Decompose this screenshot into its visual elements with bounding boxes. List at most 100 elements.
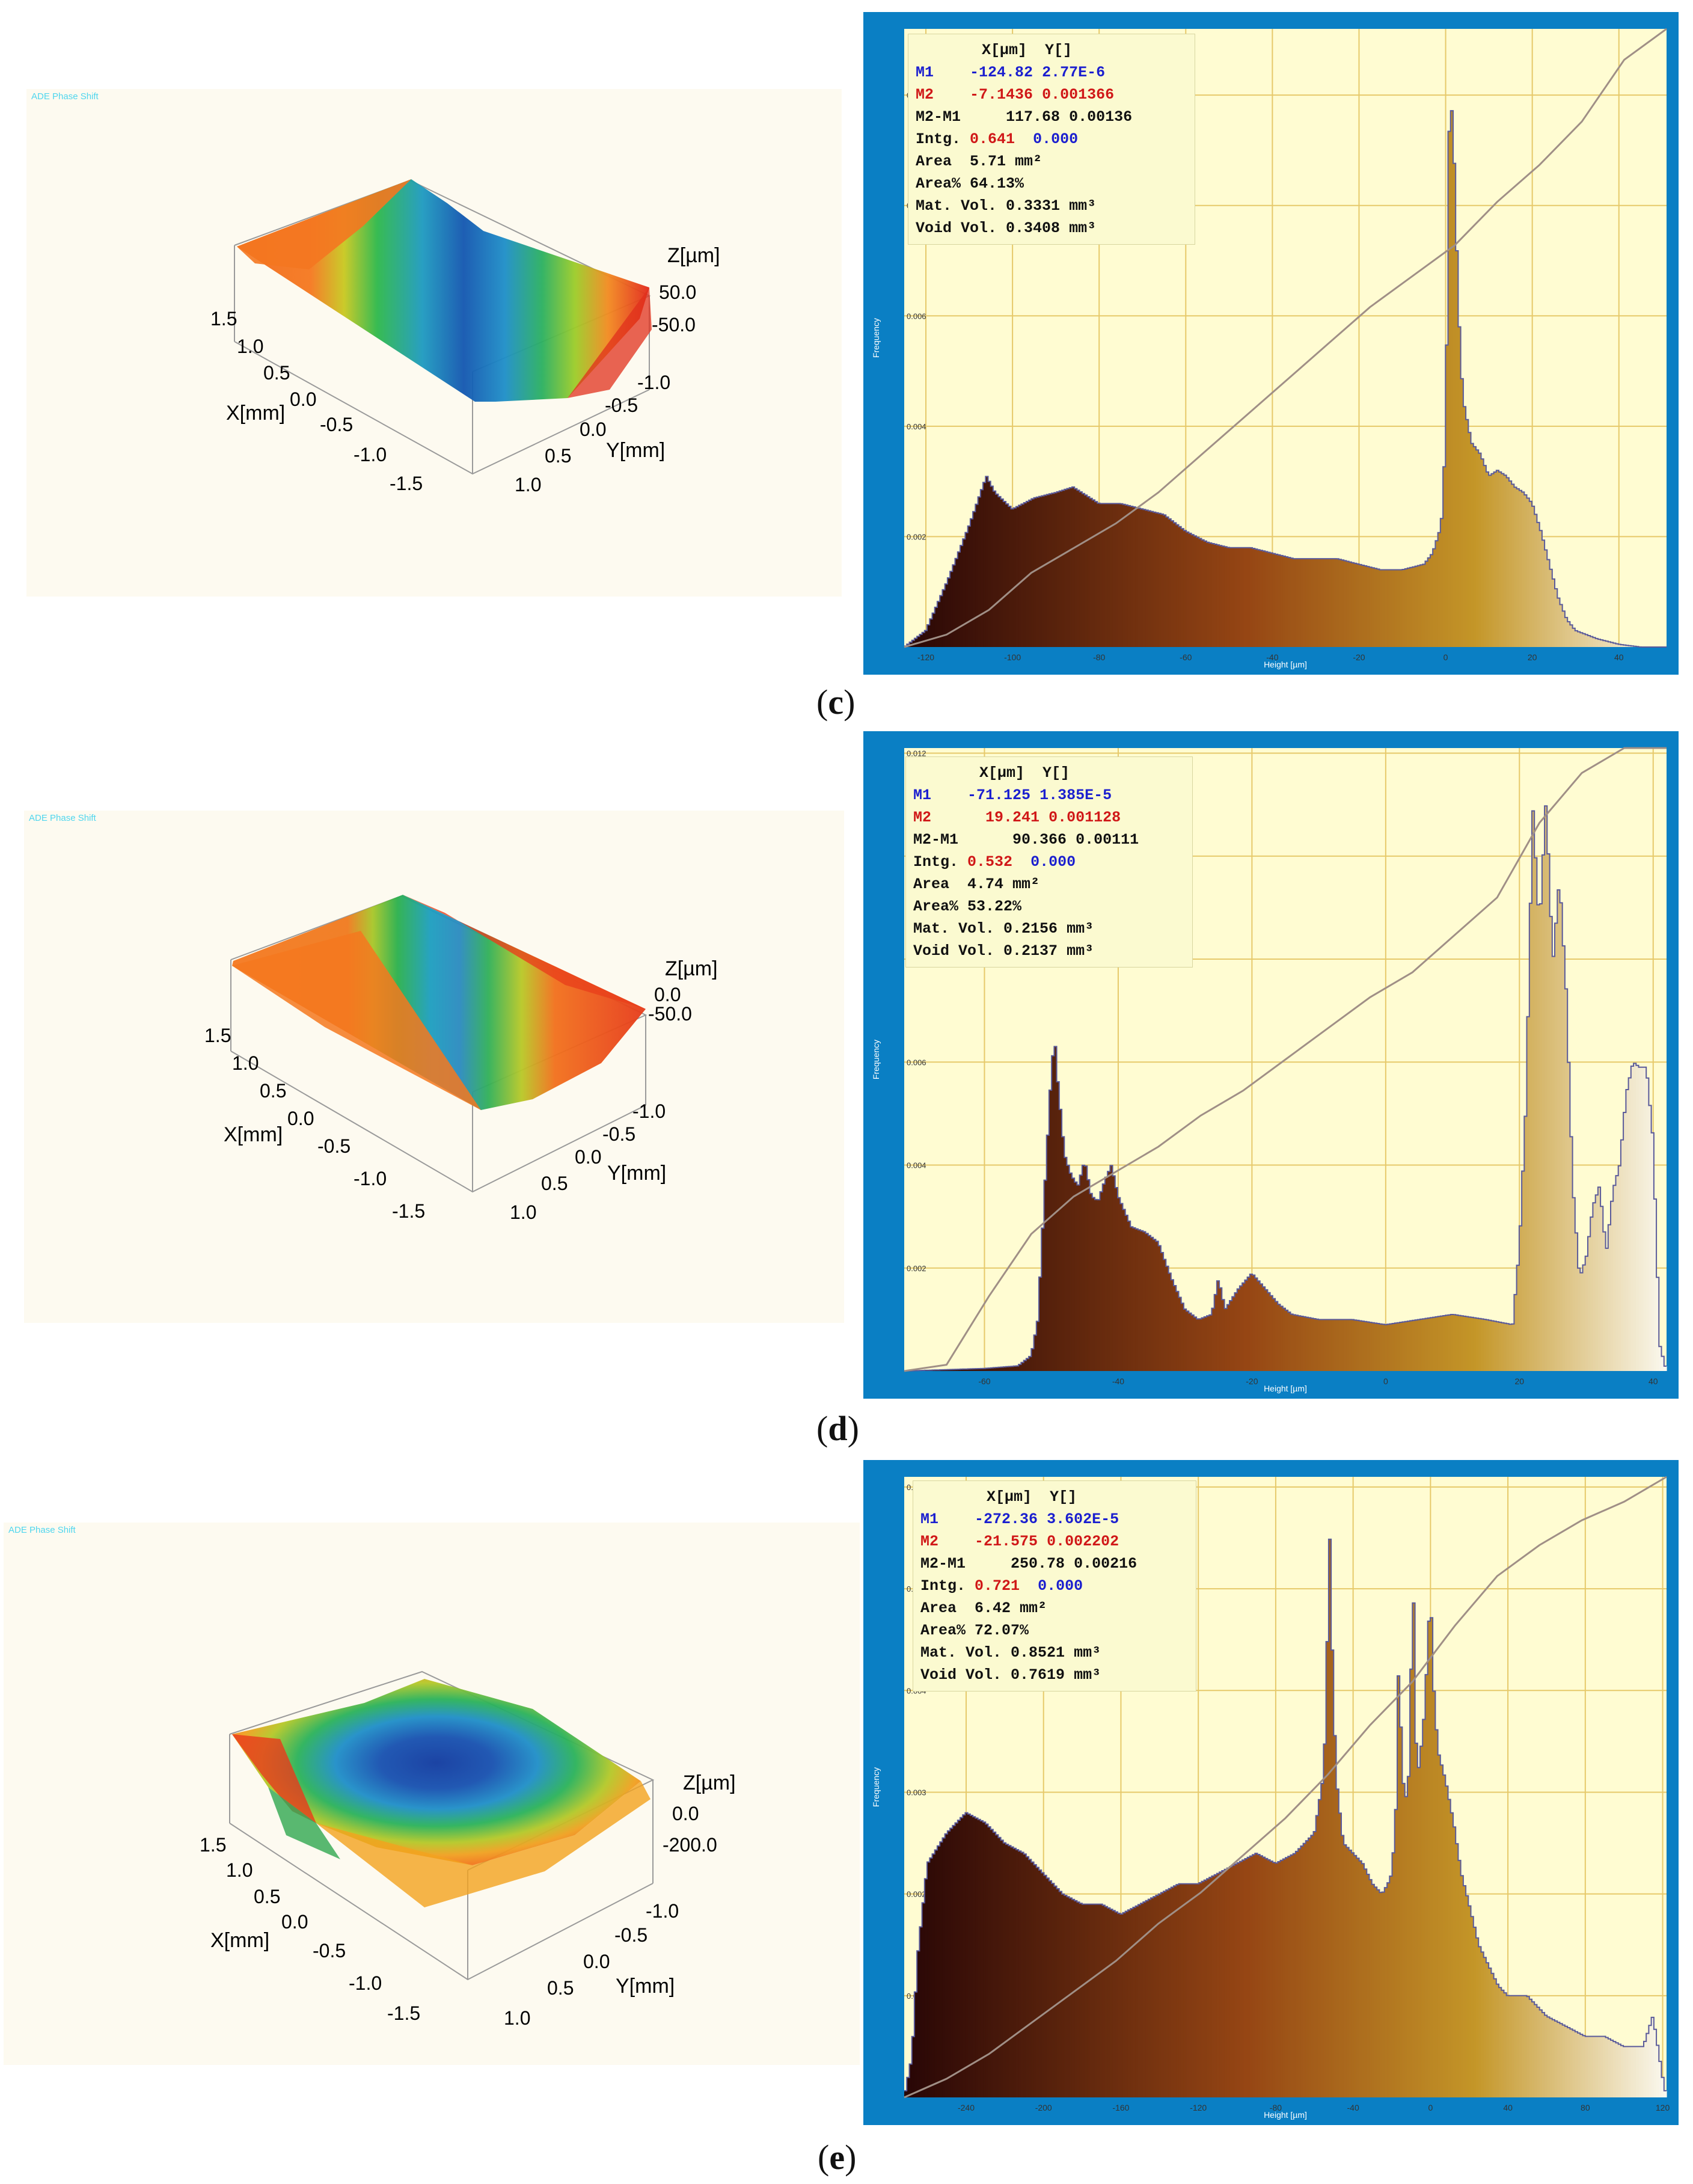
histogram-bar xyxy=(1125,1215,1128,1371)
histogram-bar xyxy=(907,2077,910,2097)
histogram-bar xyxy=(1071,486,1075,647)
histogram-bar xyxy=(1460,1316,1464,1371)
histogram-bar xyxy=(1085,495,1088,647)
z-tick-label: 50.0 xyxy=(659,281,697,303)
histogram-bar xyxy=(998,1367,1002,1371)
histogram-bar xyxy=(1232,1296,1235,1371)
histogram-bar xyxy=(1519,1225,1522,1371)
histogram-bar xyxy=(1178,1883,1182,2097)
histogram-bar xyxy=(1499,471,1502,647)
histogram-bar xyxy=(947,1830,951,2097)
histogram-bar xyxy=(963,539,966,647)
histogram-bar xyxy=(1349,562,1352,647)
histogram-bar xyxy=(1489,1968,1492,2097)
void-vol-label: Void Vol. xyxy=(920,1666,1002,1684)
histogram-bar xyxy=(1481,1952,1484,2097)
y-tick-label: 0.004 xyxy=(907,422,926,431)
histogram-bar xyxy=(1097,1200,1101,1371)
histogram-bar xyxy=(1582,633,1586,647)
x-tick-label: -160 xyxy=(1112,2103,1129,2112)
histogram-bar xyxy=(1549,2018,1553,2097)
histogram-bar xyxy=(960,1369,963,1371)
histogram-bar xyxy=(1463,1885,1466,2097)
histogram-bar xyxy=(1229,1301,1232,1371)
histogram-bar xyxy=(1077,490,1080,647)
histogram-bar xyxy=(1420,565,1423,647)
histogram-bar xyxy=(1519,490,1522,647)
histogram-bar xyxy=(1483,465,1487,647)
histogram-bar xyxy=(1460,1876,1464,2097)
intg-b: 0.000 xyxy=(1030,853,1076,871)
histogram-bar xyxy=(1211,1308,1215,1371)
histogram-bar xyxy=(942,1838,946,2097)
y-axis-label: Frequency xyxy=(871,1040,881,1079)
histogram-bar xyxy=(1282,1308,1286,1371)
histogram-bar xyxy=(1445,1786,1449,2097)
histogram-bar xyxy=(917,636,920,647)
m2-m1-label: M2-M1 xyxy=(916,108,961,126)
histogram-bar xyxy=(1135,1228,1139,1371)
histogram-bar xyxy=(988,1368,991,1371)
x-tick-label: 80 xyxy=(1581,2103,1590,2112)
x-tick-label: 1.5 xyxy=(210,308,237,330)
histogram-bar xyxy=(1364,566,1367,647)
intg-b: 0.000 xyxy=(1038,1577,1083,1595)
histogram-bar xyxy=(1000,1840,1004,2097)
histogram-bar xyxy=(1118,1913,1121,2097)
histogram-bar xyxy=(967,526,971,647)
histogram-bar xyxy=(937,601,940,647)
panel-c: ADE Phase Shift xyxy=(0,0,1693,722)
x-tick-label: -60 xyxy=(978,1376,990,1386)
histogram-bar xyxy=(929,619,933,647)
histogram-bar xyxy=(983,1822,986,2097)
histogram-bar xyxy=(1389,569,1393,647)
histogram-bar xyxy=(1374,568,1377,647)
histogram-bar xyxy=(1160,1892,1164,2097)
histogram-bar xyxy=(1560,2023,1563,2097)
z-tick-label: 0.0 xyxy=(654,984,681,1005)
histogram-bar xyxy=(1140,1230,1143,1371)
histogram-bar xyxy=(1618,1165,1621,1371)
x-tick-label: -0.5 xyxy=(317,1135,351,1157)
histogram-bar xyxy=(990,486,994,647)
histogram-bar xyxy=(963,1369,966,1371)
histogram-bar xyxy=(1369,1322,1373,1371)
histogram-bar xyxy=(1585,2036,1588,2097)
histogram-bar xyxy=(932,613,935,647)
histogram-bar xyxy=(1445,1315,1449,1371)
intg-label: Intg. xyxy=(916,130,961,148)
histogram-bar xyxy=(1054,1046,1058,1371)
histogram-bar xyxy=(1239,547,1243,647)
m1-y: 3.602E-5 xyxy=(1047,1511,1119,1528)
histogram-bar xyxy=(1344,1844,1347,2097)
histogram-bar xyxy=(1630,2046,1634,2097)
histogram-bar xyxy=(1214,544,1217,647)
histogram-bar xyxy=(1331,1649,1334,2097)
x-tick-label: 120 xyxy=(1656,2103,1670,2112)
mat-vol-value: 0.2156 mm³ xyxy=(1003,920,1094,937)
histogram-bar xyxy=(1282,1859,1286,2097)
histogram-bar xyxy=(1023,1360,1027,1371)
histogram-bar xyxy=(1377,569,1380,647)
histogram-bar xyxy=(1115,1188,1118,1371)
y-tick-label: 0.5 xyxy=(541,1173,568,1194)
histogram-bar xyxy=(1242,1283,1245,1371)
histogram-bar xyxy=(1661,2077,1665,2097)
histogram-bar xyxy=(1430,1618,1433,2097)
histogram-bar xyxy=(1534,514,1538,647)
area-pct-value: 64.13% xyxy=(970,175,1024,192)
histogram-bar xyxy=(1158,1894,1162,2097)
histogram-bar xyxy=(1351,1853,1355,2097)
histogram-bar xyxy=(1104,1177,1108,1371)
histogram-bar xyxy=(1456,250,1459,647)
histogram-bar xyxy=(1417,1319,1421,1371)
histogram-bar xyxy=(1298,559,1301,647)
histogram-bar xyxy=(1247,547,1251,647)
x-tick-label: 0 xyxy=(1443,652,1448,662)
histogram-bar xyxy=(1547,2017,1551,2097)
histogram-bar xyxy=(1555,589,1558,647)
histogram-bar xyxy=(1605,2037,1609,2097)
histogram-bar xyxy=(1384,1324,1388,1371)
histogram-bar xyxy=(1450,1812,1454,2097)
histogram-bar xyxy=(1417,1767,1421,2097)
